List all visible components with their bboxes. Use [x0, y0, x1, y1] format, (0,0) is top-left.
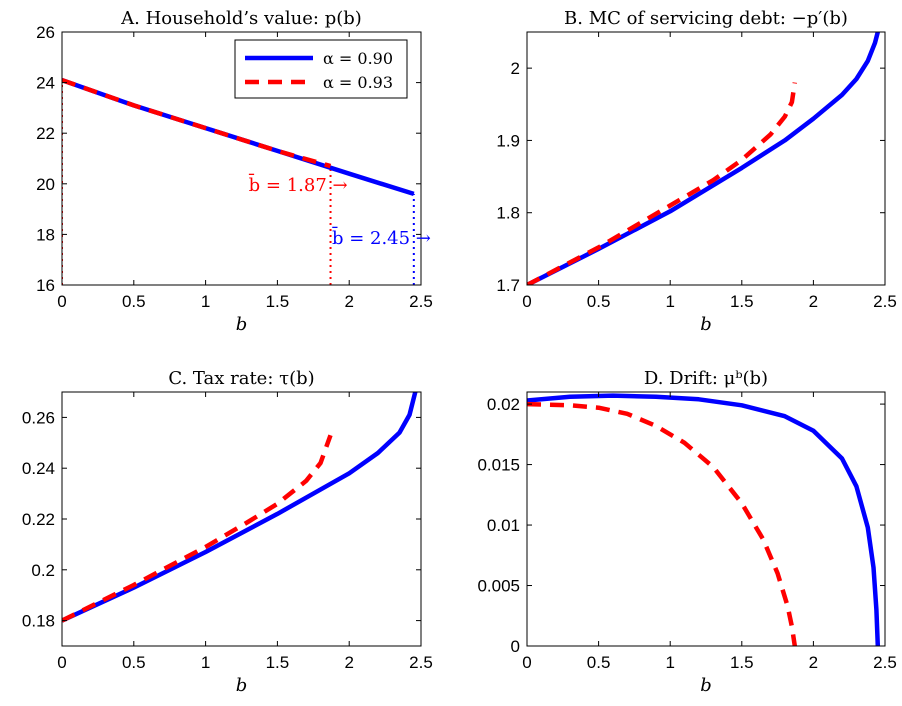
- y-tick-label: 0.24: [22, 459, 55, 478]
- x-tick-label: 0.5: [587, 292, 611, 311]
- y-tick-label: 0.015: [477, 456, 520, 475]
- x-tick-label: 0.5: [122, 653, 146, 672]
- legend-label: α = 0.90: [323, 49, 393, 68]
- axes-box: [61, 31, 422, 286]
- panel-b: 0 0.5 1 1.5 2 2.5 1.7 1.8 1.9 2 B. MC of servicing…: [496, 8, 896, 335]
- series-line-alpha-090: [527, 32, 880, 285]
- y-tick-label: 0.02: [487, 395, 520, 414]
- x-tick-label: 0: [57, 653, 66, 672]
- x-tick-label: 2: [344, 292, 353, 311]
- y-tick-label: 1.8: [496, 204, 520, 223]
- x-tick-label: 0: [57, 292, 66, 311]
- axes-box: [526, 391, 886, 647]
- y-tick-label: 0.005: [477, 577, 520, 596]
- x-tick-label: 2: [809, 653, 818, 672]
- series-line-alpha-093: [527, 401, 798, 646]
- y-tick-label: 0.26: [22, 408, 55, 427]
- x-tick-label: 2.5: [409, 292, 433, 311]
- series-line-alpha-093: [62, 77, 332, 169]
- panel-title: A. Household’s value: p(b): [120, 8, 362, 29]
- y-tick-label: 0.22: [22, 510, 55, 529]
- y-tick-label: 24: [36, 74, 55, 93]
- panel-title: C. Tax rate: τ(b): [168, 368, 314, 389]
- y-tick-label: 22: [36, 124, 55, 143]
- series-line-alpha-093: [62, 434, 333, 623]
- x-tick-label: 2.5: [873, 292, 897, 311]
- x-tick-label: 2.5: [409, 653, 433, 672]
- y-tick-label: 26: [36, 23, 55, 42]
- legend-label: α = 0.93: [323, 73, 393, 92]
- legend: α = 0.90 α = 0.93: [234, 39, 408, 99]
- y-tick-label: 0: [511, 637, 520, 656]
- x-tick-label: 1: [665, 653, 674, 672]
- x-axis-label: b: [700, 675, 712, 696]
- x-tick-label: 1.5: [266, 653, 290, 672]
- legend-box: [234, 39, 408, 99]
- x-axis-label: b: [236, 314, 248, 335]
- x-tick-label: 0.5: [122, 292, 146, 311]
- axes-box: [526, 31, 886, 286]
- y-tick-label: 1.7: [496, 276, 520, 295]
- y-tick-label: 0.01: [487, 516, 520, 535]
- y-tick-label: 18: [36, 225, 55, 244]
- x-tick-label: 1: [665, 292, 674, 311]
- threshold-annotation: b̄ = 2.45 →: [331, 225, 431, 249]
- x-tick-label: 0: [522, 653, 531, 672]
- x-tick-label: 0: [522, 292, 531, 311]
- x-tick-label: 1: [201, 653, 210, 672]
- x-tick-label: 1.5: [266, 292, 290, 311]
- y-tick-label: 20: [36, 175, 55, 194]
- x-tick-label: 0.5: [587, 653, 611, 672]
- threshold-annotation: b̄ = 1.87 →: [248, 172, 348, 196]
- y-tick-label: 0.2: [31, 561, 55, 580]
- y-tick-label: 16: [36, 276, 55, 295]
- x-tick-label: 1: [201, 292, 210, 311]
- x-tick-label: 2: [344, 653, 353, 672]
- series-line-alpha-090: [62, 392, 418, 623]
- x-tick-label: 2: [809, 292, 818, 311]
- panel-d: 0 0.5 1 1.5 2 2.5 0 0.005 0.01 0.015 0.02 D. Drift:…: [477, 368, 896, 696]
- panel-a: 0 0.5 1 1.5 2 2.5 16 18 20 22 24 26 A. Household’s v…: [36, 8, 433, 335]
- axes-box: [61, 391, 422, 647]
- y-tick-label: 2: [511, 59, 520, 78]
- x-axis-label: b: [700, 314, 712, 335]
- series-line-alpha-093: [527, 82, 798, 285]
- panel-title: D. Drift: μᵇ(b): [644, 368, 768, 389]
- x-tick-label: 2.5: [873, 653, 897, 672]
- x-tick-label: 1.5: [730, 292, 754, 311]
- series-line-alpha-090: [527, 393, 881, 646]
- panel-c: 0 0.5 1 1.5 2 2.5 0.18 0.2 0.22 0.24 0.26 C. Tax ra…: [22, 368, 433, 696]
- y-tick-label: 0.18: [22, 612, 55, 631]
- x-tick-label: 1.5: [730, 653, 754, 672]
- y-tick-label: 1.9: [496, 131, 520, 150]
- x-axis-label: b: [236, 675, 248, 696]
- panel-title: B. MC of servicing debt: −p′(b): [564, 8, 848, 29]
